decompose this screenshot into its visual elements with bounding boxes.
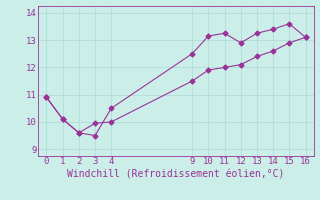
X-axis label: Windchill (Refroidissement éolien,°C): Windchill (Refroidissement éolien,°C) <box>67 169 285 179</box>
